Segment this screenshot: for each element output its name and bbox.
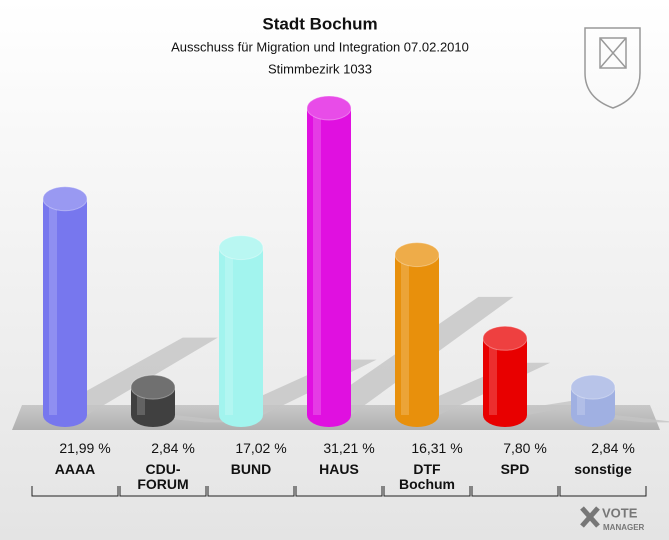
bar-top — [130, 374, 176, 400]
logo — [584, 27, 641, 109]
bar — [394, 242, 440, 427]
bar-body — [307, 108, 351, 415]
bar-top — [394, 242, 440, 268]
x-tick-label: DTF Bochum — [399, 461, 455, 492]
bar-body — [43, 198, 87, 415]
chart-subtitle: Ausschuss für Migration und Integration … — [171, 39, 469, 54]
watermark: MANAGER — [603, 523, 645, 532]
value-label: 7,80 % — [503, 440, 547, 456]
bar-highlight — [49, 198, 57, 415]
bar-top-shine — [483, 326, 527, 351]
bracket — [31, 486, 119, 497]
bar — [306, 95, 352, 427]
bar-highlight — [401, 254, 409, 415]
bracket — [559, 486, 647, 497]
bar-body — [219, 247, 263, 415]
value-label: 21,99 % — [59, 440, 111, 456]
bar-top — [570, 374, 616, 400]
value-label: 2,84 % — [591, 440, 635, 456]
bar-top-shine — [571, 375, 615, 400]
watermark-icon — [580, 506, 600, 528]
bar — [570, 374, 616, 427]
bar-top-shine — [43, 186, 87, 211]
bar-top-shine — [131, 375, 175, 400]
bar-body — [483, 338, 527, 415]
bar-top-shine — [395, 242, 439, 267]
bar-body — [395, 254, 439, 415]
x-tick-label: HAUS — [319, 461, 359, 477]
bracket — [383, 486, 471, 497]
bar-highlight — [577, 387, 585, 415]
x-tick-label: AAAA — [54, 461, 96, 477]
bar-top — [42, 186, 88, 212]
x-tick-label: sonstige — [574, 461, 632, 477]
bar-highlight — [225, 247, 233, 415]
bar — [130, 374, 176, 427]
bar — [482, 325, 528, 427]
bar-top-shine — [307, 96, 351, 120]
chart-title: Stadt Bochum — [262, 14, 377, 33]
bracket — [295, 486, 383, 497]
chart-district: Stimmbezirk 1033 — [268, 61, 372, 76]
value-label: 17,02 % — [235, 440, 287, 456]
value-label: 16,31 % — [411, 440, 463, 456]
bar-top — [482, 325, 528, 351]
bar — [42, 186, 88, 427]
bracket — [207, 486, 295, 497]
bar-top-shine — [219, 235, 263, 260]
bracket — [471, 486, 559, 497]
bar-highlight — [137, 387, 145, 415]
bar-highlight — [489, 338, 497, 415]
bracket — [119, 486, 207, 497]
x-tick-label: BUND — [230, 461, 272, 477]
bar-highlight — [313, 108, 321, 415]
value-label: 2,84 % — [151, 440, 195, 456]
bar-top — [218, 235, 264, 261]
bar-top — [306, 95, 352, 121]
bar — [218, 235, 264, 427]
value-label: 31,21 % — [323, 440, 375, 456]
x-tick-label: CDU-FORUM — [137, 461, 189, 492]
watermark: VOTE — [602, 505, 638, 520]
x-tick-label: SPD — [500, 461, 530, 477]
